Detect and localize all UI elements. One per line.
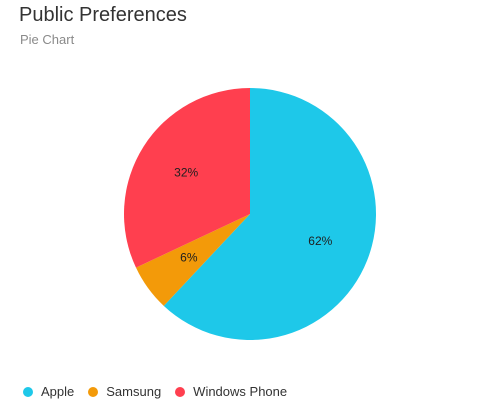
legend-swatch-windows-phone xyxy=(175,387,186,397)
pie-slice-apple[interactable] xyxy=(163,88,377,340)
pie-slice-windows-phone[interactable] xyxy=(123,88,250,268)
legend-label-samsung: Samsung xyxy=(106,384,162,399)
chart-subtitle: Pie Chart xyxy=(20,32,75,47)
legend-label-apple: Apple xyxy=(41,384,75,399)
chart-legend: Apple Samsung Windows Phone xyxy=(23,383,301,401)
legend-swatch-apple xyxy=(23,387,33,397)
chart-title: Public Preferences xyxy=(19,4,187,26)
legend-label-windows-phone: Windows Phone xyxy=(193,384,288,399)
pie-label-apple: 62% xyxy=(308,234,332,248)
legend-item-windows-phone[interactable]: Windows Phone xyxy=(175,384,287,400)
legend-swatch-samsung xyxy=(88,387,99,397)
legend-item-apple[interactable]: Apple xyxy=(23,384,74,400)
pie-slice-samsung[interactable] xyxy=(135,214,250,306)
pie-slices xyxy=(123,88,377,340)
pie-label-samsung: 6% xyxy=(180,251,198,265)
legend-item-samsung[interactable]: Samsung xyxy=(88,384,161,400)
pie-slice-labels: 62% 6% 32% xyxy=(174,166,332,265)
pie-label-windows-phone: 32% xyxy=(174,166,198,180)
